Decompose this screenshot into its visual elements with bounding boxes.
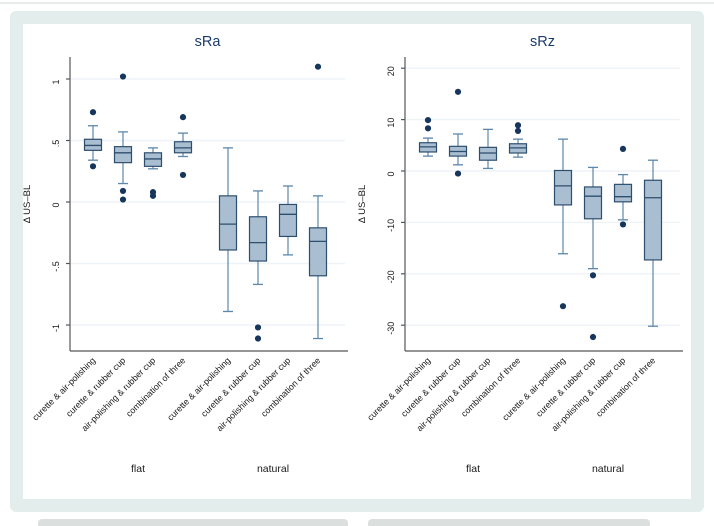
box-natural-2	[248, 216, 268, 262]
outlier-point	[89, 163, 97, 170]
outlier-point	[254, 324, 262, 331]
outlier-point	[314, 63, 322, 70]
box-natural-4	[643, 179, 663, 261]
x-category-label: combination of three	[594, 355, 658, 419]
y-tick-label: 0	[386, 171, 396, 176]
y-tick-label: 0	[51, 202, 61, 207]
box-flat-3	[478, 146, 498, 161]
box-flat-2	[113, 146, 133, 164]
outlier-point	[424, 117, 432, 124]
y-tick-label: -10	[386, 219, 396, 232]
y-tick-label: .5	[51, 140, 61, 148]
outlier-point	[619, 221, 627, 228]
outlier-point	[179, 114, 187, 121]
outlier-point	[514, 127, 522, 135]
outlier-point	[119, 73, 127, 80]
panel-title: sRa	[195, 34, 222, 50]
x-category-label: combination of three	[259, 355, 323, 419]
y-tick-label: -30	[386, 322, 396, 335]
bottom-thumbnail-edge-right	[368, 519, 650, 526]
y-axis-title: Δ US–BL	[22, 185, 33, 224]
x-group-label: natural	[257, 463, 289, 475]
outlier-point	[514, 122, 522, 129]
figure-frame	[10, 11, 704, 512]
bottom-thumbnail-edge-left	[38, 519, 348, 526]
outlier-point	[89, 109, 97, 116]
outlier-point	[254, 335, 262, 342]
outlier-point	[454, 170, 462, 177]
y-tick-label: 1	[51, 79, 61, 84]
y-tick-label: 10	[386, 118, 396, 128]
y-tick-label: 20	[386, 66, 396, 76]
outlier-point	[179, 171, 187, 179]
y-axis-title: Δ US–BL	[357, 185, 368, 224]
outlier-point	[619, 145, 627, 152]
x-group-label: natural	[592, 463, 624, 475]
panel-title: sRz	[530, 34, 555, 50]
y-tick-label: -1	[51, 324, 61, 332]
y-tick-label: -20	[386, 270, 396, 283]
outlier-point	[424, 125, 432, 132]
x-group-label: flat	[466, 463, 480, 475]
box-natural-3	[613, 183, 633, 203]
top-divider-rule	[0, 2, 714, 4]
y-tick-label: -.5	[51, 261, 61, 272]
outlier-point	[589, 272, 597, 279]
outlier-point	[589, 333, 597, 341]
outlier-point	[454, 88, 462, 95]
x-group-label: flat	[131, 463, 145, 475]
box-natural-2	[583, 186, 603, 220]
box-natural-1	[553, 169, 573, 206]
outlier-point	[149, 192, 157, 199]
box-natural-1	[218, 195, 238, 251]
outlier-point	[559, 303, 567, 310]
outlier-point	[119, 187, 127, 195]
box-natural-4	[308, 227, 328, 277]
outlier-point	[119, 196, 127, 203]
box-natural-3	[278, 203, 298, 238]
